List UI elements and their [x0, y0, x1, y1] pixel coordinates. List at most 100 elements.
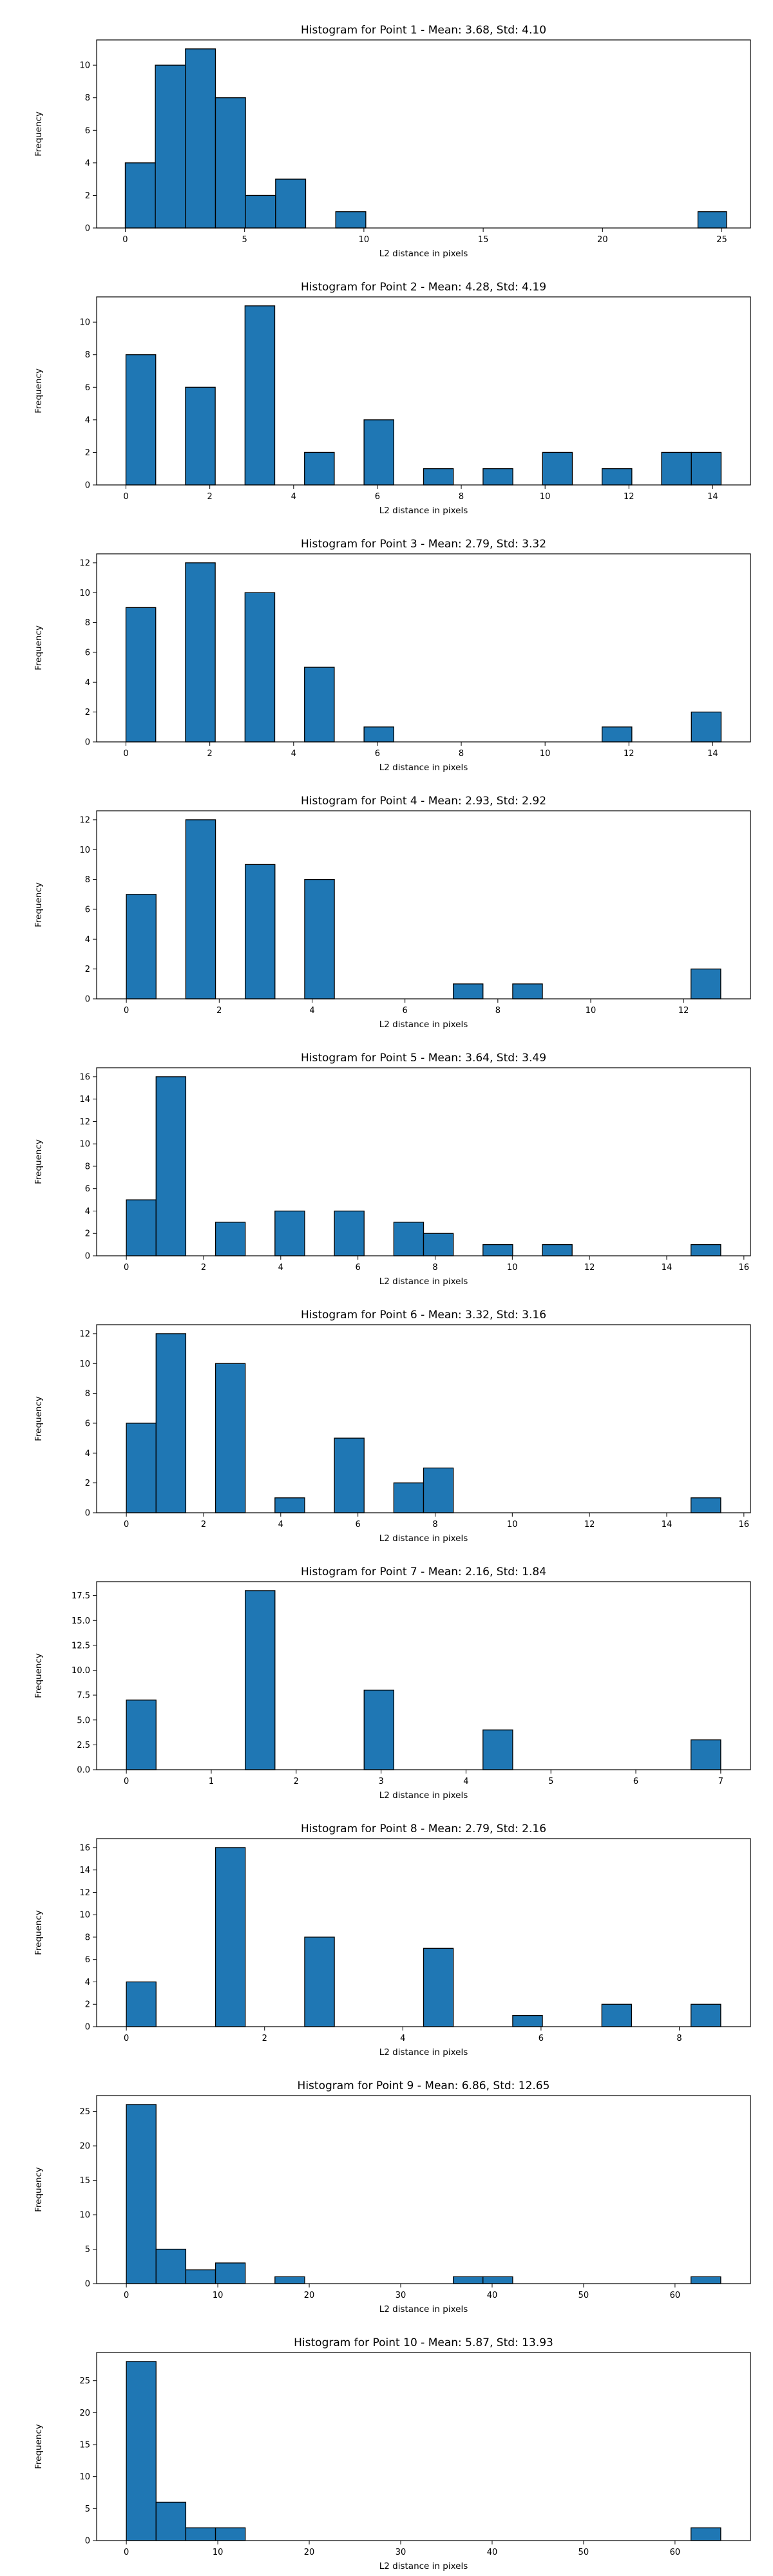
histogram-bar [274, 1497, 305, 1513]
y-tick-label: 6 [85, 648, 90, 658]
y-tick-label: 0.0 [77, 1766, 90, 1776]
x-tick-label: 40 [487, 2548, 498, 2557]
histogram-bar [452, 2276, 484, 2284]
x-tick-label: 7 [718, 1777, 723, 1786]
y-tick-label: 0 [85, 2280, 90, 2289]
x-tick-label: 20 [597, 235, 608, 245]
plot-frame [96, 2352, 751, 2541]
x-tick-label: 12 [624, 749, 635, 759]
x-tick-label: 6 [539, 2034, 544, 2043]
x-tick-label: 10 [507, 1263, 518, 1273]
x-tick-label: 2 [201, 1263, 206, 1273]
plot-frame [96, 2095, 751, 2284]
y-tick-label: 2 [85, 708, 90, 717]
y-tick-label: 8 [85, 350, 90, 360]
x-tick-label: 0 [124, 1520, 129, 1530]
chart-panel-7: Histogram for Point 7 - Mean: 2.16, Std:… [33, 1566, 751, 1801]
histogram-bar [691, 1497, 721, 1513]
y-tick-label: 2 [85, 965, 90, 974]
x-tick-label: 10 [359, 235, 370, 245]
x-tick-label: 0 [124, 1777, 129, 1786]
y-tick-label: 0 [85, 1252, 90, 1262]
histogram-bar [185, 819, 216, 999]
histogram-bar [304, 667, 335, 743]
histogram-bar [215, 1847, 246, 2027]
histogram-bar [125, 607, 157, 743]
x-tick-label: 40 [487, 2291, 498, 2300]
x-tick-label: 6 [375, 492, 380, 502]
histogram-bar [245, 1590, 276, 1770]
histogram-bar [275, 178, 307, 229]
y-tick-label: 5 [85, 2505, 90, 2514]
histogram-bar [335, 211, 367, 229]
histogram-bar [602, 726, 633, 743]
y-tick-label: 2 [85, 448, 90, 458]
y-tick-label: 7.5 [77, 1691, 90, 1701]
x-tick-label: 6 [355, 1520, 360, 1530]
x-tick-label: 20 [304, 2548, 315, 2557]
chart-panel-4: Histogram for Point 4 - Mean: 2.93, Std:… [33, 795, 751, 1030]
histogram-bar [155, 1076, 187, 1256]
y-tick-label: 0 [85, 738, 90, 748]
x-tick-label: 4 [278, 1520, 283, 1530]
histogram-bar [304, 878, 335, 999]
x-tick-label: 3 [378, 1777, 383, 1786]
x-tick-label: 10 [540, 492, 551, 502]
x-tick-label: 6 [403, 1006, 408, 1016]
y-tick-label: 4 [85, 1207, 90, 1217]
x-tick-label: 15 [478, 235, 489, 245]
histogram-bar [542, 451, 573, 486]
y-axis-label: Frequency [33, 2424, 44, 2469]
histogram-bar [363, 419, 394, 486]
histogram-bar [691, 712, 722, 743]
y-tick-label: 6 [85, 1419, 90, 1428]
y-tick-label: 2 [85, 1479, 90, 1488]
x-tick-label: 0 [124, 2291, 129, 2300]
y-axis-label: Frequency [33, 368, 44, 413]
y-axis-label: Frequency [33, 2167, 44, 2212]
x-tick-label: 8 [432, 1520, 437, 1530]
histogram-bar [661, 451, 692, 486]
histogram-bar [691, 1739, 721, 1770]
histogram-bar [482, 2276, 513, 2284]
x-axis-label: L2 distance in pixels [379, 2561, 468, 2571]
histogram-bar [155, 2248, 187, 2284]
x-tick-label: 1 [209, 1777, 214, 1786]
plot-frame [96, 1581, 751, 1770]
x-tick-label: 10 [586, 1006, 596, 1016]
x-tick-label: 20 [304, 2291, 315, 2300]
y-tick-label: 12.5 [72, 1641, 90, 1651]
histogram-bar [393, 1222, 425, 1256]
histogram-bar [185, 2269, 216, 2284]
histogram-bar [697, 211, 727, 229]
y-tick-label: 14 [79, 1095, 90, 1104]
histogram-bar [185, 386, 216, 486]
y-tick-label: 4 [85, 1978, 90, 1987]
x-tick-label: 14 [662, 1263, 673, 1273]
x-tick-label: 10 [507, 1520, 518, 1530]
histogram-bar [334, 1437, 365, 1513]
x-axis-label: L2 distance in pixels [379, 506, 468, 516]
y-tick-label: 2 [85, 2000, 90, 2010]
x-tick-label: 0 [124, 1006, 129, 1016]
x-tick-label: 16 [739, 1263, 750, 1273]
histogram-bar [691, 2527, 721, 2541]
y-tick-label: 10 [79, 2211, 90, 2221]
y-tick-label: 4 [85, 158, 90, 168]
y-tick-label: 6 [85, 126, 90, 136]
x-tick-label: 25 [716, 235, 727, 245]
histogram-bar [155, 64, 186, 229]
y-tick-label: 25 [79, 2107, 90, 2117]
x-tick-label: 8 [459, 749, 464, 759]
histogram-bar [126, 1199, 157, 1256]
histogram-bar [126, 1981, 157, 2027]
chart-panel-8: Histogram for Point 8 - Mean: 2.79, Std:… [33, 1823, 751, 2058]
chart-title: Histogram for Point 1 - Mean: 3.68, Std:… [301, 24, 546, 37]
histogram-bar [601, 2003, 633, 2027]
x-tick-label: 2 [262, 2034, 267, 2043]
y-tick-label: 16 [79, 1072, 90, 1082]
chart-title: Histogram for Point 10 - Mean: 5.87, Std… [294, 2336, 553, 2349]
histogram-bar [185, 562, 216, 743]
histogram-bar [691, 1244, 721, 1256]
